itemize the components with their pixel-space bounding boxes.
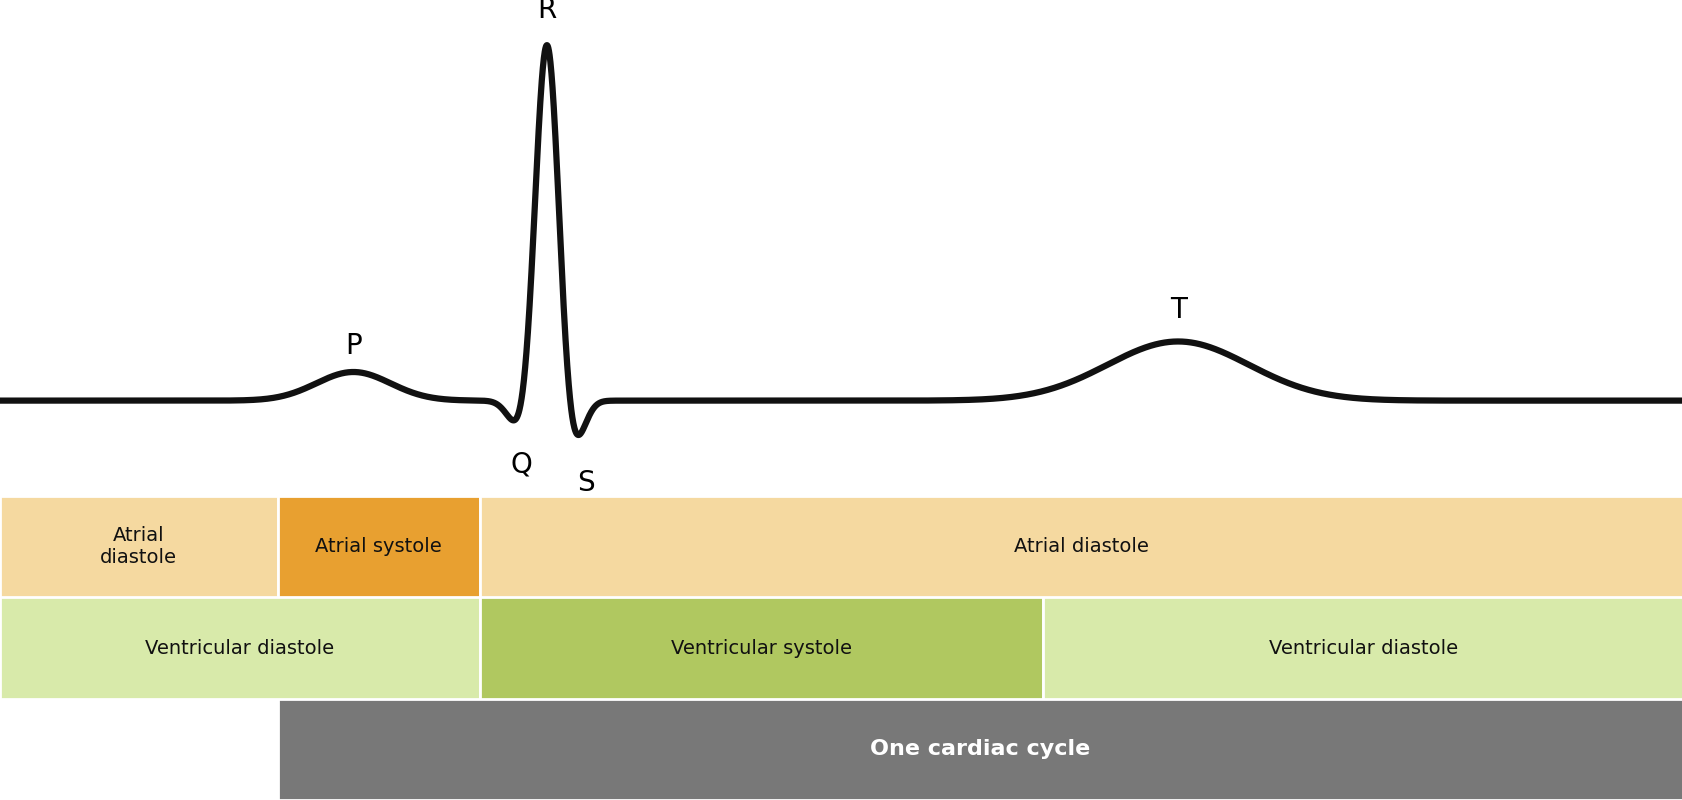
- Bar: [479, 598, 1043, 698]
- Bar: [0, 496, 278, 598]
- Text: Ventricular diastole: Ventricular diastole: [145, 638, 335, 658]
- Text: R: R: [537, 0, 557, 24]
- Text: Q: Q: [511, 450, 532, 478]
- Text: Ventricular systole: Ventricular systole: [671, 638, 851, 658]
- Text: Atrial diastole: Atrial diastole: [1013, 537, 1149, 556]
- Bar: [479, 496, 1682, 598]
- Text: P: P: [345, 331, 362, 360]
- Bar: [0, 598, 479, 698]
- Bar: [278, 496, 479, 598]
- Text: Atrial
diastole: Atrial diastole: [101, 526, 177, 567]
- Text: One cardiac cycle: One cardiac cycle: [870, 739, 1090, 759]
- Text: S: S: [577, 470, 594, 498]
- Text: Ventricular diastole: Ventricular diastole: [1268, 638, 1457, 658]
- Bar: [1043, 598, 1682, 698]
- Bar: [278, 698, 1682, 800]
- Text: T: T: [1169, 296, 1186, 324]
- Text: Atrial systole: Atrial systole: [315, 537, 442, 556]
